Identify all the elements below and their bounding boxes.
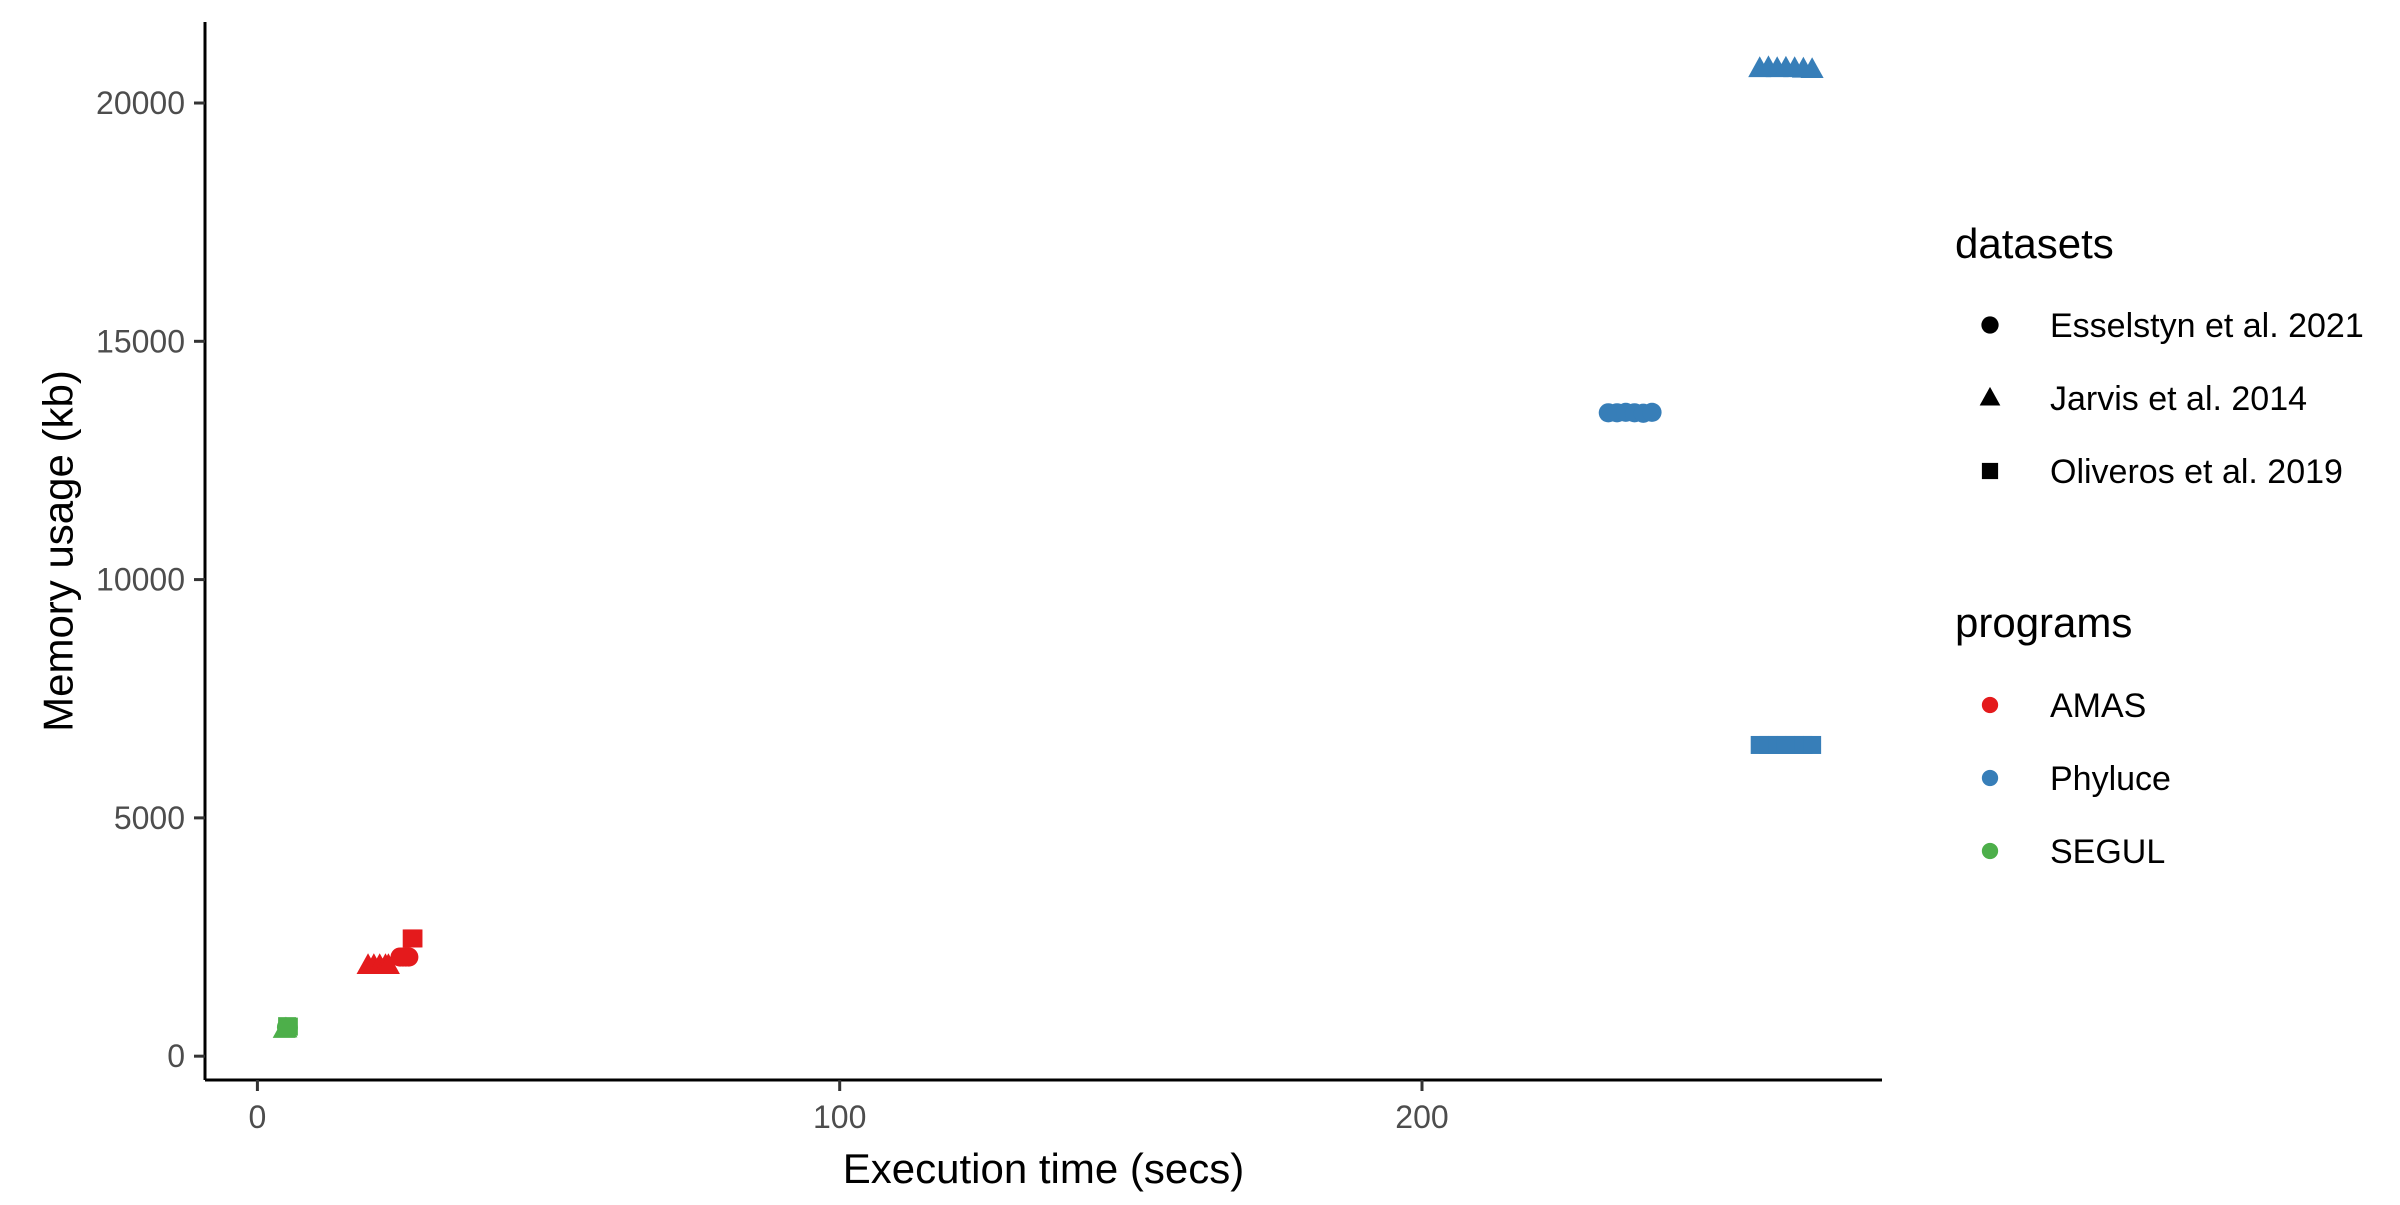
- legend-title-programs: programs: [1955, 599, 2132, 646]
- data-point: [1642, 402, 1662, 422]
- y-tick-label: 15000: [96, 323, 185, 359]
- x-tick-label: 100: [813, 1099, 866, 1135]
- y-axis-title: Memory usage (kb): [35, 370, 82, 732]
- legend-key-dataset: [1981, 462, 1999, 480]
- data-point: [399, 947, 419, 967]
- legend-label-program: Phyluce: [2050, 760, 2171, 798]
- data-point: [1800, 57, 1824, 79]
- legend: datasets Esselstyn et al. 2021 Jarvis et a…: [1955, 220, 2364, 871]
- data-point: [376, 953, 400, 975]
- legend-key-dataset: [1979, 386, 2001, 406]
- legend-label-program: SEGUL: [2050, 833, 2165, 871]
- x-axis-ticks: 0 100 200: [249, 1080, 1449, 1135]
- legend-key-dataset: [1981, 316, 1999, 334]
- y-axis-ticks: 0 5000 10000 15000 20000: [96, 85, 205, 1074]
- data-point: [1803, 735, 1822, 754]
- legend-key-program: [1981, 769, 1999, 787]
- legend-key-program: [1981, 842, 1999, 860]
- legend-key-program: [1981, 696, 1999, 714]
- x-axis-title: Execution time (secs): [843, 1145, 1244, 1192]
- y-tick-label: 20000: [96, 85, 185, 121]
- legend-title-datasets: datasets: [1955, 220, 2114, 267]
- x-tick-label: 200: [1395, 1099, 1448, 1135]
- legend-label-dataset: Oliveros et al. 2019: [2050, 453, 2343, 491]
- y-tick-label: 10000: [96, 562, 185, 598]
- y-tick-label: 5000: [114, 800, 185, 836]
- plot-area: [272, 55, 1824, 1038]
- legend-label-program: AMAS: [2050, 687, 2146, 725]
- data-point: [404, 929, 423, 948]
- legend-label-dataset: Jarvis et al. 2014: [2050, 380, 2307, 418]
- x-tick-label: 0: [249, 1099, 267, 1135]
- legend-label-dataset: Esselstyn et al. 2021: [2050, 307, 2364, 345]
- data-point: [279, 1017, 298, 1036]
- y-tick-label: 0: [167, 1038, 185, 1074]
